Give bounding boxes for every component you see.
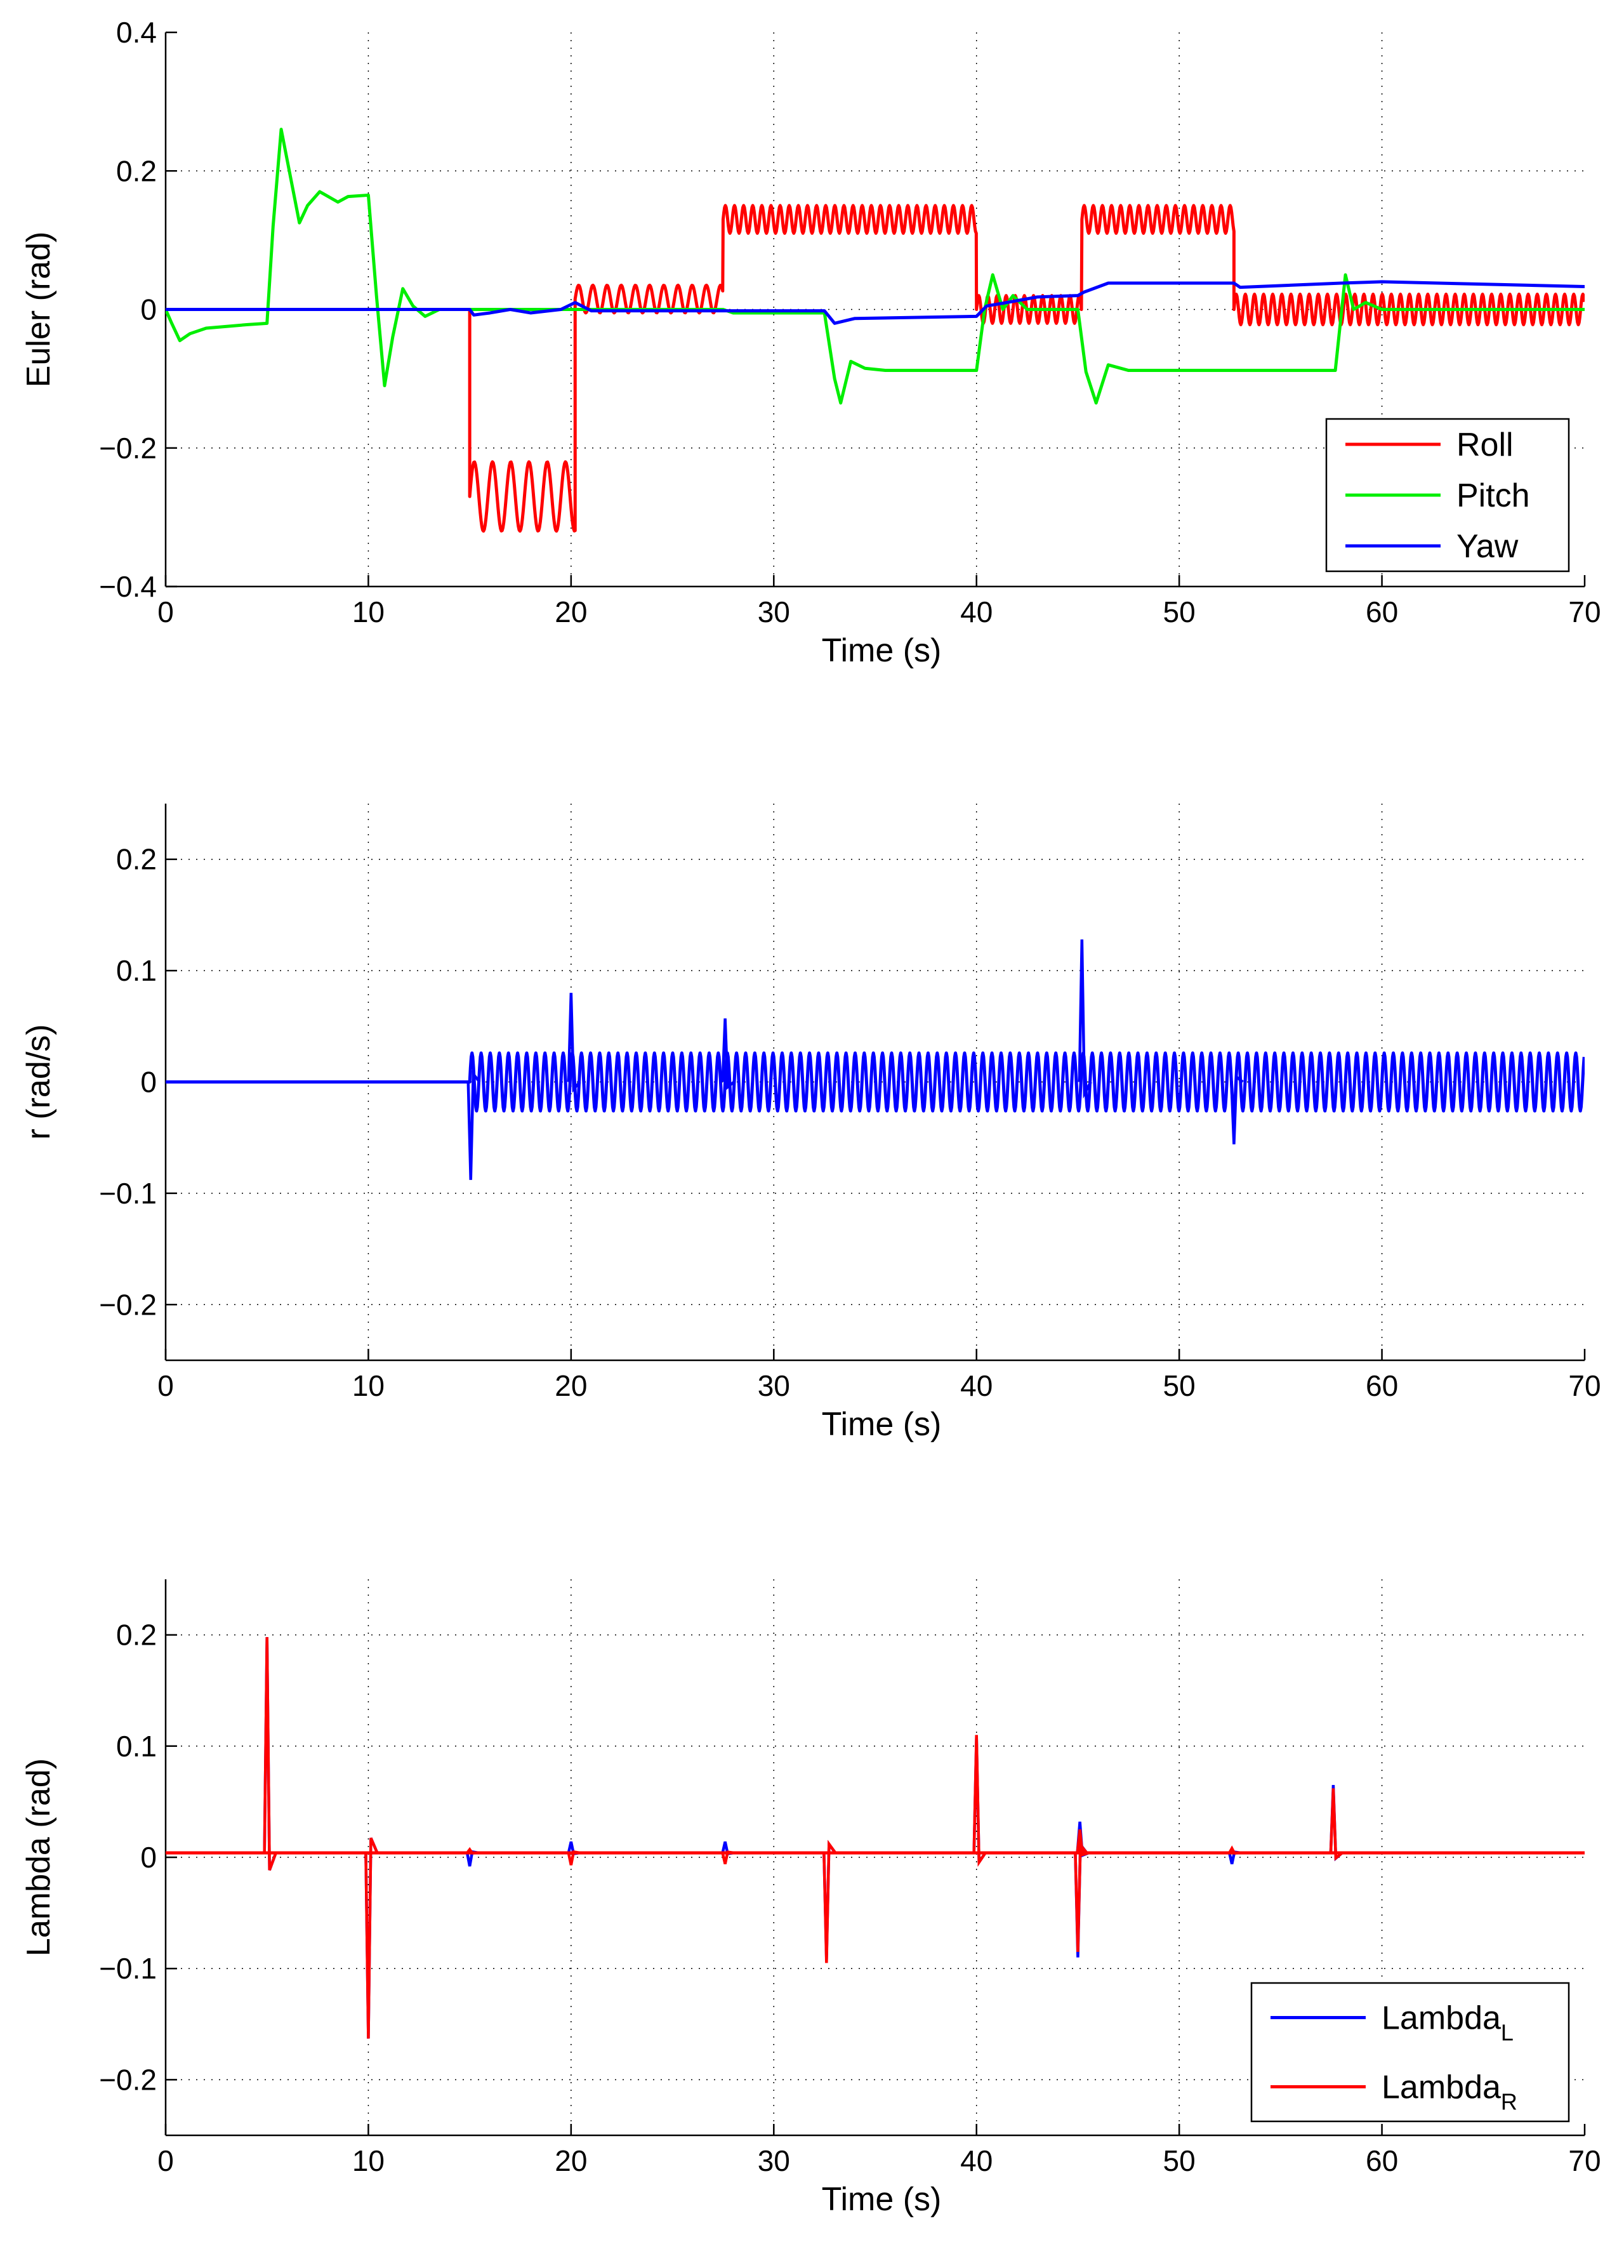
y-tick-label: 0.1 bbox=[116, 954, 157, 987]
x-tick-label: 70 bbox=[1568, 2144, 1601, 2177]
x-tick-label: 60 bbox=[1366, 1369, 1398, 1402]
y-tick-label: 0.4 bbox=[116, 16, 157, 49]
x-tick-label: 10 bbox=[352, 2144, 385, 2177]
series-spike bbox=[1228, 1845, 1241, 1855]
legend-label: Yaw bbox=[1456, 528, 1519, 565]
chart-panel-1: 0 10 20 30 40 50 60 70 −0.4 −0.2 0 0.2 0.4 Time (s) Eu… bbox=[20, 16, 1601, 669]
x-tick-label: 60 bbox=[1366, 2144, 1398, 2177]
x-tick-label: 0 bbox=[157, 595, 174, 628]
legend-subscript: R bbox=[1501, 2089, 1517, 2115]
x-tick-label: 20 bbox=[555, 1369, 587, 1402]
legend-label: Pitch bbox=[1456, 477, 1530, 514]
x-tick-label: 20 bbox=[555, 2144, 587, 2177]
y-tick-label: −0.4 bbox=[99, 570, 157, 603]
x-axis-label: Time (s) bbox=[822, 632, 942, 669]
x-tick-label: 50 bbox=[1163, 1369, 1196, 1402]
x-tick-label: 20 bbox=[555, 595, 587, 628]
legend-box bbox=[1250, 1982, 1570, 2123]
x-tick-label: 30 bbox=[758, 595, 790, 628]
y-tick-label: −0.2 bbox=[99, 2063, 157, 2096]
y-tick-label: −0.1 bbox=[99, 1177, 157, 1210]
x-tick-label: 0 bbox=[157, 2144, 174, 2177]
x-tick-label: 30 bbox=[758, 1369, 790, 1402]
series-line-pitch bbox=[166, 128, 1585, 405]
y-tick-label: −0.2 bbox=[99, 1288, 157, 1321]
series-spike bbox=[972, 1735, 987, 1867]
series-spike bbox=[364, 1837, 379, 2039]
x-axis-label: Time (s) bbox=[822, 1406, 942, 1443]
series-spike bbox=[1078, 939, 1092, 1099]
y-axis-label: r (rad/s) bbox=[20, 1025, 57, 1140]
x-tick-label: 30 bbox=[758, 2144, 790, 2177]
series-spike bbox=[466, 1847, 479, 1855]
legend-label: Roll bbox=[1456, 427, 1514, 463]
chart-panel-3: 0 10 20 30 40 50 60 70 −0.2 −0.1 0 0.1 0.2 Time (s) La… bbox=[20, 1579, 1601, 2218]
series-spike bbox=[1076, 1829, 1090, 1857]
series-line-yaw bbox=[166, 280, 1585, 325]
y-tick-label: 0.2 bbox=[116, 154, 157, 187]
y-tick-label: 0 bbox=[140, 1066, 157, 1099]
x-tick-label: 50 bbox=[1163, 2144, 1196, 2177]
x-tick-label: 40 bbox=[960, 595, 993, 628]
plot-area bbox=[166, 939, 1585, 1180]
series-spike bbox=[567, 1850, 581, 1866]
legend: Roll Pitch Yaw bbox=[1325, 418, 1570, 573]
series-spike bbox=[822, 1840, 837, 1963]
x-tick-label: 50 bbox=[1163, 595, 1196, 628]
chart-panel-2: 0 10 20 30 40 50 60 70 −0.2 −0.1 0 0.1 0.2 Time (s) r … bbox=[20, 804, 1601, 1443]
y-tick-label: 0.2 bbox=[116, 1619, 157, 1652]
series-spike bbox=[1329, 1788, 1343, 1861]
y-axis-label: Lambda (rad) bbox=[20, 1758, 57, 1956]
plot-area bbox=[166, 128, 1585, 533]
x-tick-label: 40 bbox=[960, 2144, 993, 2177]
series-spike bbox=[721, 1850, 734, 1865]
y-tick-label: 0 bbox=[140, 293, 157, 326]
x-tick-label: 60 bbox=[1366, 595, 1398, 628]
y-axis-label: Euler (rad) bbox=[20, 232, 57, 388]
series-line-r bbox=[166, 1051, 1585, 1113]
y-tick-label: 0.1 bbox=[116, 1730, 157, 1763]
series-spike bbox=[263, 1637, 277, 1871]
x-tick-label: 40 bbox=[960, 1369, 993, 1402]
y-tick-label: 0.2 bbox=[116, 843, 157, 876]
x-tick-label: 10 bbox=[352, 595, 385, 628]
x-tick-label: 10 bbox=[352, 1369, 385, 1402]
y-tick-label: −0.1 bbox=[99, 1952, 157, 1985]
series-spike bbox=[567, 993, 581, 1093]
series-spike bbox=[721, 1018, 736, 1091]
series-spike bbox=[1074, 1841, 1088, 1952]
series-spike bbox=[1230, 1074, 1244, 1144]
x-tick-label: 70 bbox=[1568, 1369, 1601, 1402]
series-spike bbox=[466, 1070, 481, 1180]
legend-subscript: L bbox=[1501, 2020, 1514, 2046]
x-tick-label: 0 bbox=[157, 1369, 174, 1402]
y-tick-label: 0 bbox=[140, 1841, 157, 1874]
x-axis-label: Time (s) bbox=[822, 2181, 942, 2218]
x-tick-label: 70 bbox=[1568, 595, 1601, 628]
y-tick-label: −0.2 bbox=[99, 432, 157, 465]
plot-area bbox=[166, 1637, 1585, 2039]
